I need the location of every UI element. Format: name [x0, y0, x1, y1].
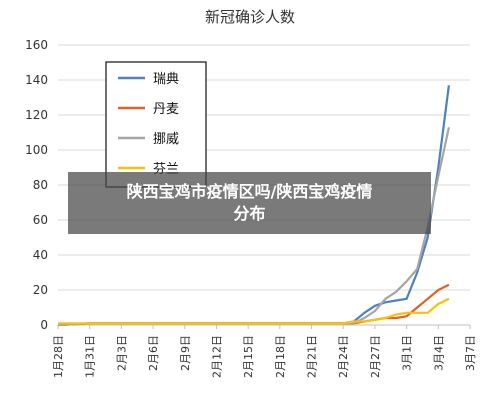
- series-lines: [57, 85, 450, 327]
- chart-title: 新冠确诊人数: [205, 8, 295, 26]
- watermark-overlay: 陕西宝鸡市疫情区吗/陕西宝鸡疫情 分布: [68, 172, 431, 234]
- y-tick-label: 20: [33, 283, 48, 297]
- y-tick-label: 100: [25, 143, 48, 157]
- x-axis-ticks: 1月28日 1月31日 2月3日 2月6日 2月9日 2月12日 2月15日 2月18日 2月2…: [52, 325, 477, 378]
- x-tick-label: 2月24日: [337, 335, 350, 378]
- y-axis-ticks: 0 20 40 60 80 100 120 140 160: [25, 38, 48, 332]
- x-tick-label: 2月12日: [210, 335, 223, 378]
- x-tick-label: 3月1日: [401, 335, 414, 371]
- legend-entry: 挪威: [153, 132, 179, 147]
- x-tick-label: 1月31日: [84, 335, 97, 378]
- legend-box: [105, 61, 207, 188]
- overlay-line-2: 分布: [233, 204, 266, 223]
- x-tick-label: 2月9日: [179, 335, 192, 371]
- series-line-3: [58, 297, 450, 325]
- x-tick-label: 2月18日: [274, 335, 287, 378]
- legend-entry: 丹麦: [153, 102, 179, 117]
- y-tick-label: 120: [25, 108, 48, 122]
- x-tick-label: 2月27日: [369, 335, 382, 378]
- y-tick-label: 40: [33, 248, 48, 262]
- x-tick-label: 3月4日: [432, 335, 445, 371]
- overlay-line-1: 陕西宝鸡市疫情区吗/陕西宝鸡疫情: [126, 182, 373, 201]
- x-tick-label: 2月21日: [306, 335, 319, 378]
- y-tick-label: 0: [40, 318, 48, 332]
- y-tick-label: 160: [25, 38, 48, 52]
- y-tick-label: 60: [33, 213, 48, 227]
- y-tick-label: 80: [33, 178, 48, 192]
- x-tick-label: 1月28日: [52, 335, 65, 378]
- legend-entry: 瑞典: [153, 72, 179, 87]
- series-line-1: [57, 283, 450, 327]
- x-tick-label: 2月15日: [242, 335, 255, 378]
- y-tick-label: 140: [25, 73, 48, 87]
- x-tick-label: 3月7日: [464, 335, 477, 371]
- x-tick-label: 2月3日: [115, 335, 128, 371]
- x-tick-label: 2月6日: [147, 335, 160, 371]
